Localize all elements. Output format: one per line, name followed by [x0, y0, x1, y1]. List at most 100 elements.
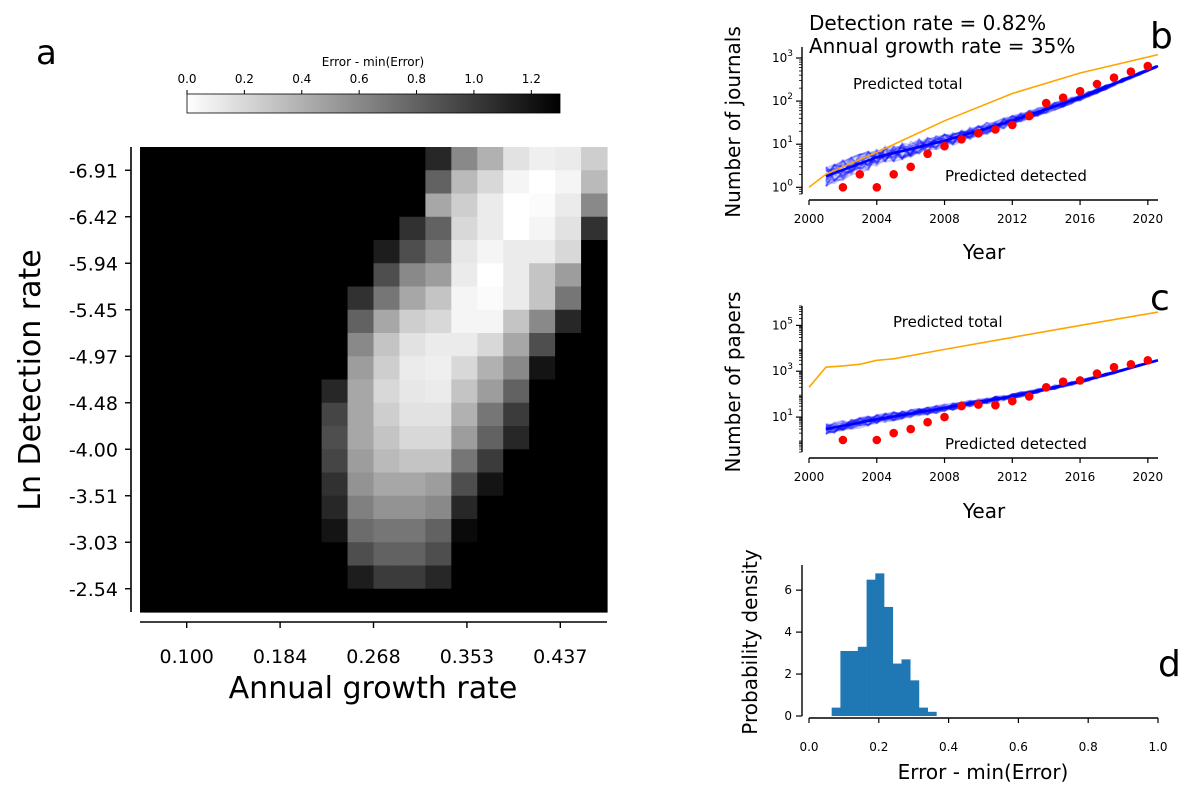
- heatmap-cell: [399, 333, 426, 357]
- heatmap-cell: [503, 402, 530, 427]
- heatmap-cell: [269, 356, 297, 381]
- heatmap-cell: [191, 356, 219, 381]
- observed-point: [838, 435, 848, 445]
- heatmap-cell: [477, 309, 504, 334]
- heatmap-cell: [503, 565, 530, 590]
- heatmap-cell: [217, 147, 245, 171]
- heatmap-cell: [321, 170, 349, 195]
- d-ytick-label: 4: [784, 625, 792, 639]
- heatmap-cell: [529, 426, 556, 450]
- heatmap-cell: [477, 495, 504, 520]
- heatmap-cell: [451, 286, 478, 311]
- heatmap-cell: [165, 286, 193, 311]
- heatmap-cell: [451, 333, 478, 357]
- heatmap-cell: [295, 286, 323, 311]
- heatmap-cell: [269, 170, 297, 195]
- b-xlabel: Year: [962, 240, 1006, 264]
- heatmap-cell: [269, 379, 297, 404]
- heatmap-cell: [321, 472, 349, 497]
- heatmap-cell: [321, 193, 349, 218]
- heatmap-cell: [140, 565, 167, 590]
- heatmap-cell: [555, 263, 582, 288]
- heatmap-cell: [347, 263, 375, 288]
- heatmap-cell: [425, 449, 452, 474]
- xtick-label: 2000: [794, 212, 825, 226]
- heatmap-cell: [295, 495, 323, 520]
- heatmap-cell: [529, 356, 556, 381]
- heatmap-cell: [140, 542, 167, 567]
- a-xtick-label: 0.437: [533, 646, 587, 668]
- heatmap-cell: [555, 519, 582, 543]
- d-xtick-label: 1.0: [1148, 740, 1167, 754]
- observed-point: [923, 417, 932, 427]
- heatmap-cell: [373, 449, 401, 474]
- c-ylabel: Number of papers: [721, 292, 745, 473]
- observed-point: [1075, 86, 1085, 96]
- heatmap-cell: [347, 193, 375, 218]
- heatmap-cell: [555, 216, 582, 241]
- observed-point: [1109, 73, 1119, 82]
- panel-c: c 2000 2004 2008 2012 2016 2020 101 103 105 Pred…: [721, 278, 1170, 523]
- heatmap-cell: [373, 519, 401, 543]
- heatmap-cell: [373, 240, 401, 264]
- a-ytick-label: -3.51: [69, 486, 118, 508]
- heatmap-cell: [295, 588, 323, 613]
- heatmap-cell: [451, 309, 478, 334]
- d-xtick-label: 0.6: [1009, 740, 1028, 754]
- heatmap-cell: [373, 402, 401, 427]
- ytick-label: 103: [772, 362, 793, 378]
- heatmap-cell: [321, 286, 349, 311]
- heatmap-cell: [140, 402, 167, 427]
- heatmap-cell: [373, 216, 401, 241]
- heatmap-cell: [243, 519, 271, 543]
- heatmap-cell: [373, 147, 401, 171]
- heatmap-cell: [295, 565, 323, 590]
- a-ylabel: Ln Detection rate: [13, 249, 48, 510]
- heatmap-cell: [477, 193, 504, 218]
- heatmap-cell: [295, 379, 323, 404]
- heatmap-cell: [581, 379, 608, 404]
- d-ytick-label: 6: [784, 583, 792, 597]
- heatmap-cell: [321, 449, 349, 474]
- xtick-label: 2004: [861, 212, 892, 226]
- heatmap-cell: [140, 356, 167, 381]
- heatmap-cell: [477, 147, 504, 171]
- heatmap-cell: [451, 565, 478, 590]
- total-line: [808, 53, 1159, 188]
- heatmap-cell: [425, 472, 452, 497]
- ytick-label: 101: [772, 408, 793, 424]
- heatmap-cell: [555, 426, 582, 450]
- total-line: [808, 311, 1159, 388]
- heatmap-cell: [191, 495, 219, 520]
- heatmap-cell: [243, 240, 271, 264]
- heatmap-cell: [321, 565, 349, 590]
- heatmap-cell: [165, 309, 193, 334]
- heatmap-cell: [529, 216, 556, 241]
- heatmap-cell: [217, 240, 245, 264]
- heatmap-cell: [529, 333, 556, 357]
- heatmap-cell: [555, 402, 582, 427]
- heatmap-cell: [581, 542, 608, 567]
- heatmap-cell: [425, 565, 452, 590]
- observed-point: [1143, 61, 1153, 71]
- heatmap-cell: [243, 170, 271, 195]
- heatmap-cell: [191, 333, 219, 357]
- heatmap-cell: [191, 472, 219, 497]
- heatmap-cell: [217, 333, 245, 357]
- colorbar-tick-label: 0.0: [177, 72, 196, 86]
- histogram-bar: [892, 663, 902, 716]
- observed-point: [1058, 93, 1068, 102]
- b-text-line-0: Detection rate = 0.82%: [809, 11, 1046, 35]
- heatmap-cell: [269, 426, 297, 450]
- heatmap-cell: [191, 286, 219, 311]
- heatmap-cell: [373, 193, 401, 218]
- heatmap-cell: [451, 263, 478, 288]
- a-ytick-label: -4.97: [69, 346, 118, 368]
- heatmap-cell: [243, 565, 271, 590]
- heatmap-cell: [529, 286, 556, 311]
- c-plot: 2000 2004 2008 2012 2016 2020 101 103 105: [772, 305, 1163, 484]
- heatmap-cell: [477, 333, 504, 357]
- heatmap-cell: [477, 356, 504, 381]
- heatmap-cell: [425, 519, 452, 543]
- colorbar: Error - min(Error) 0.0 0.2 0.4 0.6 0.8 1.0 1.2: [177, 55, 561, 114]
